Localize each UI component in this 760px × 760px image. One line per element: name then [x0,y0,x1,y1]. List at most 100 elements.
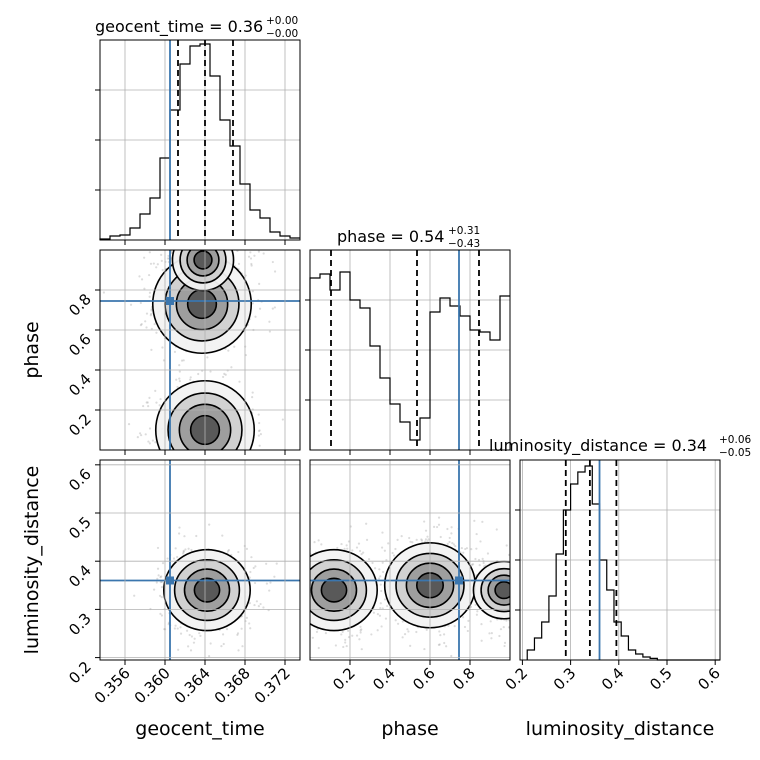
sample-point [411,541,414,544]
sample-point [296,574,298,576]
sample-point [160,614,164,617]
sample-point [237,219,239,221]
sample-point [197,232,199,234]
sample-point [213,451,215,453]
sample-point [511,603,513,605]
x-tick-label-geocent-time: 0.364 [171,664,214,707]
sample-point [250,262,253,266]
sample-point [216,456,218,458]
sample-point [153,323,156,326]
density-content [100,219,300,487]
sample-point [542,562,544,564]
sample-point [160,259,163,262]
sample-point [306,579,308,581]
sample-point [175,378,178,381]
sample-point [220,466,222,468]
y-tick-label-luminosity-distance: 0.4 [65,561,95,591]
sample-point [253,581,257,585]
sample-point [198,453,200,455]
sample-point [239,475,241,477]
sample-point [147,405,150,408]
sample-point [453,625,456,628]
sample-point [304,606,306,608]
sample-point [313,541,316,544]
sample-point [490,637,493,640]
sample-point [150,348,153,351]
sample-point [275,562,278,565]
sample-point [224,467,226,469]
sample-point [426,535,429,538]
sample-point [420,538,423,541]
sample-point [473,519,476,522]
sample-point [179,632,183,635]
sample-point [437,516,441,519]
sample-point [280,553,282,555]
sample-point [221,468,223,470]
x-tick-label-luminosity-distance: 0.2 [502,664,532,694]
sample-point [292,570,294,572]
sample-point [538,566,540,568]
sample-point [186,455,188,457]
sample-point [301,604,303,606]
sample-point [415,538,418,541]
sample-point [190,466,192,468]
sample-point [184,485,186,487]
sample-point [304,614,306,616]
sample-point [529,549,531,551]
sample-point [289,606,291,608]
sample-point [161,480,163,482]
sample-point [539,571,541,573]
sample-point [385,559,388,562]
sample-point [203,245,205,247]
sample-point [180,244,182,246]
sample-point [546,570,548,572]
contour-line [179,250,227,284]
x-tick-label-luminosity-distance: 0.5 [646,664,676,694]
title-geocent-time: geocent_time = 0.36 [95,17,263,37]
sample-point [234,246,236,248]
title-phase-prefix: phase = [337,227,409,246]
sample-point [237,550,240,554]
sample-point [534,614,536,616]
sample-point [176,385,179,389]
sample-point [510,580,512,582]
sample-point [180,359,184,362]
sample-point [145,326,148,329]
sample-point [292,584,294,586]
sample-point [155,266,158,269]
hist-panel-luminosity-distance: 0.2 0.3 0.4 0.5 0.6 [502,459,724,694]
sample-point [236,632,240,635]
sample-point [529,567,531,569]
sample-point [387,542,390,545]
sample-point [278,604,280,606]
sample-point [161,562,165,565]
sample-point [380,625,383,628]
sample-point [187,483,189,485]
sample-point [291,594,293,596]
sample-point [237,262,241,266]
sample-point [545,627,547,629]
sample-point [438,630,441,633]
sample-point [223,372,226,375]
density-level [495,581,510,599]
sample-point [303,585,305,587]
sample-point [379,575,382,578]
sample-point [347,629,350,632]
title-geocent-time-value: 0.36 [228,17,264,36]
sample-point [268,629,270,631]
sample-point [257,250,261,253]
sample-point [476,610,479,613]
sample-point [237,649,240,652]
sample-point [297,640,299,642]
sample-point [255,600,258,603]
title-phase-value: 0.54 [409,227,445,246]
sample-point [188,633,191,637]
hist-phase [309,271,510,450]
sample-point [241,645,244,648]
hist-luminosity-distance [526,465,720,661]
sample-point [167,254,170,258]
sample-point [177,245,179,247]
sample-point [200,223,202,225]
sample-point [306,589,308,591]
x-tick-label-geocent-time: 0.372 [251,664,294,707]
